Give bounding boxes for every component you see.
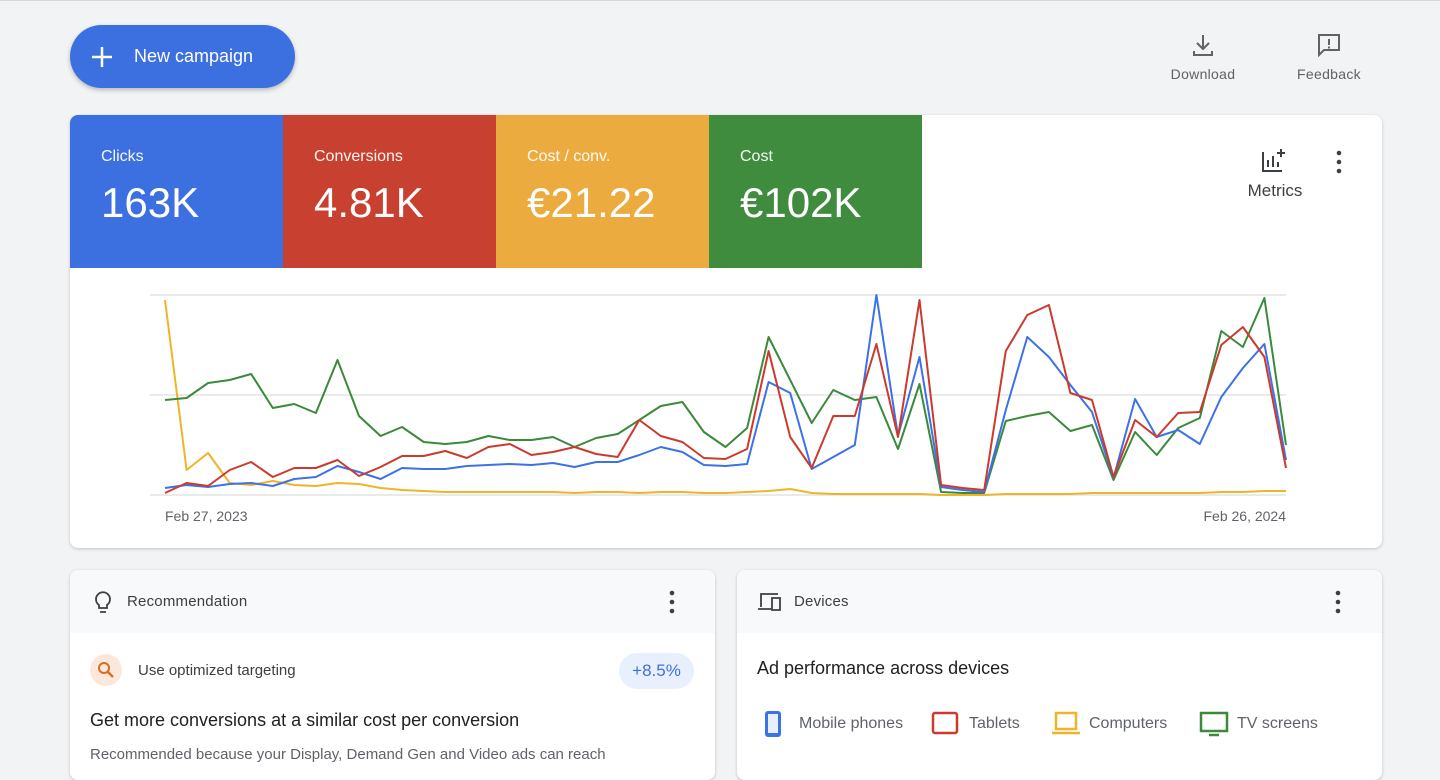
metric-value: 4.81K: [314, 179, 424, 226]
legend-label: Mobile phones: [799, 715, 904, 732]
search-icon: [90, 654, 122, 686]
metric-label: Cost / conv.: [527, 148, 611, 165]
performance-chart: Feb 27, 2023 Feb 26, 2024: [150, 294, 1287, 524]
legend-icon: [1052, 711, 1080, 735]
devices-icon: [758, 593, 781, 611]
metric-tile[interactable]: Conversions 4.81K: [283, 115, 496, 268]
metrics-label: Metrics: [1247, 181, 1303, 200]
metric-tile[interactable]: Cost €102K: [709, 115, 922, 268]
more-menu[interactable]: [1332, 150, 1346, 174]
legend-icon: [1199, 711, 1229, 737]
metric-value: €21.22: [527, 179, 656, 226]
card-title: Recommendation: [127, 593, 248, 610]
metrics-icon: [1262, 149, 1285, 172]
metric-value: €102K: [740, 179, 862, 226]
metric-value: 163K: [101, 179, 200, 226]
data-line: [164, 297, 1287, 494]
card-header: Devices: [737, 570, 1382, 633]
legend-label: Tablets: [969, 715, 1020, 732]
data-line: [164, 299, 1287, 494]
feedback-label: Feedback: [1297, 66, 1361, 82]
uplift-badge: +8.5%: [619, 653, 694, 689]
feedback-icon: [1318, 34, 1340, 58]
feedback-button[interactable]: Feedback: [1284, 32, 1374, 82]
more-menu[interactable]: [1331, 590, 1345, 614]
metric-tile[interactable]: Cost / conv. €21.22: [496, 115, 709, 268]
recommendation-item: Use optimized targeting: [138, 662, 296, 679]
button-label: New campaign: [134, 46, 254, 66]
metrics-button[interactable]: Metrics: [1230, 147, 1320, 201]
bulb-icon: [95, 591, 111, 613]
x-tick-label: Feb 27, 2023: [165, 508, 248, 524]
plus-icon: [92, 47, 112, 67]
card-header: Recommendation: [70, 570, 715, 633]
summary-card: Clicks 163K Conversions 4.81K Cost / conv. €2…: [70, 115, 1382, 548]
new-campaign-button[interactable]: New campaign: [70, 25, 295, 88]
more-menu[interactable]: [665, 590, 679, 614]
top-border: [0, 0, 1440, 1]
card-title: Devices: [794, 593, 849, 610]
x-tick-label: Feb 26, 2024: [1203, 508, 1286, 524]
recommendation-description: Recommended because your Display, Demand…: [90, 746, 606, 763]
download-button[interactable]: Download: [1158, 32, 1248, 82]
metric-tile[interactable]: Clicks 163K: [70, 115, 283, 268]
devices-card: Devices Ad performance across devices Mo…: [737, 570, 1382, 780]
data-line: [164, 299, 1286, 496]
recommendation-card: Recommendation Use optimized targeting +…: [70, 570, 715, 780]
device-legend: Mobile phones Tablets Computers TV screens: [761, 710, 1381, 740]
devices-heading: Ad performance across devices: [757, 658, 1010, 678]
download-icon: [1193, 35, 1213, 56]
legend-label: TV screens: [1237, 715, 1318, 732]
legend-label: Computers: [1089, 715, 1168, 732]
metric-label: Clicks: [101, 148, 144, 165]
legend-icon: [765, 711, 781, 737]
metric-label: Conversions: [314, 148, 403, 165]
metric-label: Cost: [740, 148, 773, 165]
download-label: Download: [1170, 66, 1236, 82]
recommendation-headline: Get more conversions at a similar cost p…: [90, 710, 520, 730]
legend-icon: [931, 711, 959, 735]
